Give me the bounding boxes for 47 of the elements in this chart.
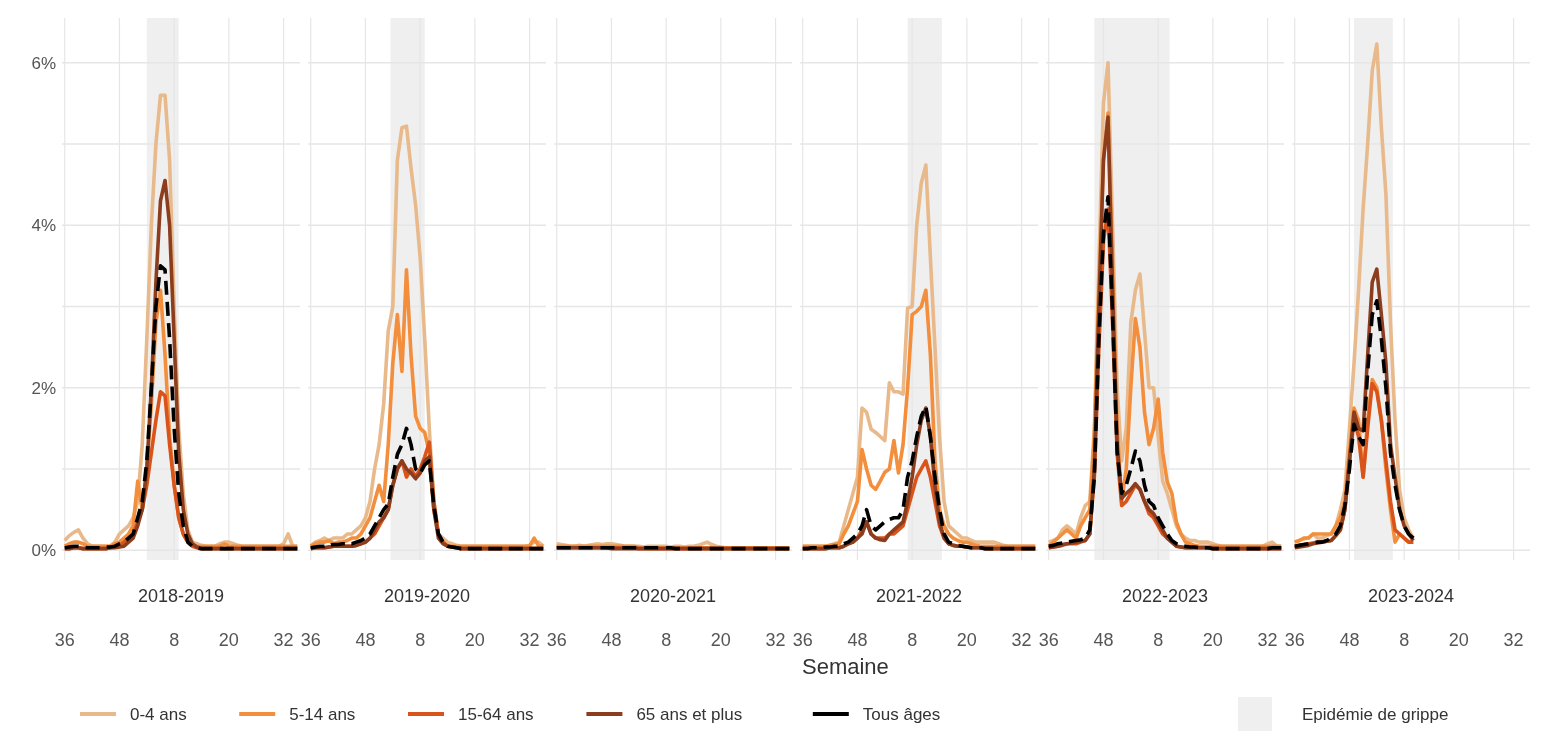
x-tick-label: 36 bbox=[1284, 630, 1305, 650]
text: 2022-2023 bbox=[1121, 586, 1209, 606]
x-axis-title: Semaine bbox=[802, 654, 889, 679]
x-tick-label: 8 bbox=[1153, 630, 1164, 650]
y-tick-label: 2% bbox=[31, 378, 56, 398]
x-tick-label: 20 bbox=[464, 630, 485, 650]
legend-label: 15-64 ans bbox=[458, 704, 534, 724]
x-tick-label: 48 bbox=[1093, 630, 1114, 650]
x-tick-label: 48 bbox=[109, 630, 130, 650]
y-tick-label: 6% bbox=[31, 53, 56, 73]
x-tick-label: 8 bbox=[169, 630, 180, 650]
x-tick-label: 32 bbox=[1503, 630, 1524, 650]
x-tick-label: 20 bbox=[1202, 630, 1223, 650]
x-tick-label: 48 bbox=[847, 630, 868, 650]
x-tick-label: 20 bbox=[710, 630, 731, 650]
x-tick-label: 20 bbox=[1448, 630, 1469, 650]
x-tick-label: 32 bbox=[1011, 630, 1032, 650]
x-tick-label: 32 bbox=[1257, 630, 1278, 650]
x-tick-label: 20 bbox=[956, 630, 977, 650]
x-tick-label: 48 bbox=[1339, 630, 1360, 650]
text: 2019-2020 bbox=[383, 586, 471, 606]
x-tick-label: 48 bbox=[601, 630, 622, 650]
x-tick-label: 8 bbox=[661, 630, 672, 650]
legend-label: Tous âges bbox=[862, 704, 941, 724]
x-tick-label: 36 bbox=[546, 630, 567, 650]
x-tick-label: 36 bbox=[300, 630, 321, 650]
text: 2023-2024 bbox=[1367, 586, 1455, 606]
x-tick-label: 32 bbox=[273, 630, 294, 650]
x-tick-label: 36 bbox=[1038, 630, 1059, 650]
text: 2018-2019 bbox=[137, 586, 225, 606]
x-tick-label: 36 bbox=[792, 630, 813, 650]
x-tick-label: 20 bbox=[218, 630, 239, 650]
legend-label: 0-4 ans bbox=[130, 704, 187, 724]
legend-label: 5-14 ans bbox=[289, 704, 356, 724]
y-tick-label: 4% bbox=[31, 216, 56, 236]
x-tick-label: 48 bbox=[355, 630, 376, 650]
legend-label: 65 ans et plus bbox=[636, 704, 743, 724]
x-tick-label: 8 bbox=[415, 630, 426, 650]
x-tick-label: 8 bbox=[1399, 630, 1410, 650]
x-tick-label: 8 bbox=[907, 630, 918, 650]
x-tick-label: 32 bbox=[519, 630, 540, 650]
x-tick-label: 36 bbox=[54, 630, 75, 650]
text: 2021-2022 bbox=[875, 586, 963, 606]
x-tick-label: 32 bbox=[765, 630, 786, 650]
text: Epidémie de grippe bbox=[1302, 704, 1449, 724]
y-tick-label: 0% bbox=[31, 541, 56, 561]
text: 2020-2021 bbox=[629, 586, 717, 606]
